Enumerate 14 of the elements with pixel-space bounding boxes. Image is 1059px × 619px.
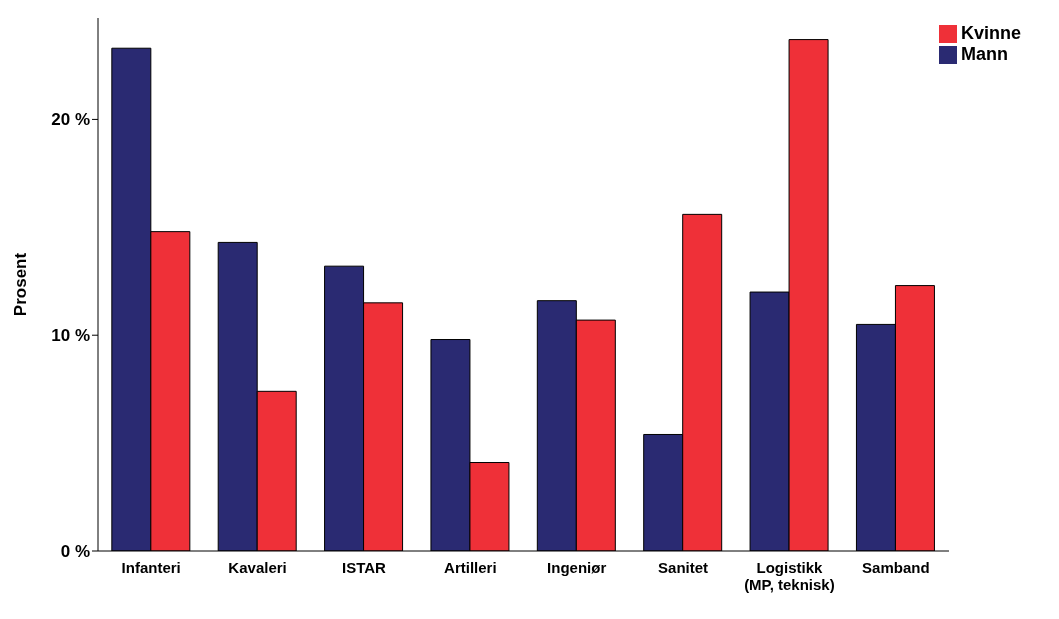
y-tick-label: 20 % [51, 110, 90, 130]
x-tick-label: Infanteri [121, 559, 181, 576]
x-tick-label: Kavaleri [228, 559, 287, 576]
x-tick-label: Artilleri [444, 559, 497, 576]
y-tick-label: 10 % [51, 326, 90, 346]
x-tick-label: Ingeniør [547, 559, 607, 576]
x-tick-label: Sanitet [658, 559, 709, 576]
legend-label: Kvinne [960, 23, 1021, 43]
y-axis-title: Prosent [11, 252, 31, 317]
x-tick-label: Samband [862, 559, 930, 576]
x-tick-label: ISTAR [341, 559, 387, 576]
legend-label: Mann [960, 44, 1008, 64]
x-tick-label: Logistikk (MP, teknisk) [744, 559, 835, 593]
y-tick-label: 0 % [60, 542, 90, 562]
